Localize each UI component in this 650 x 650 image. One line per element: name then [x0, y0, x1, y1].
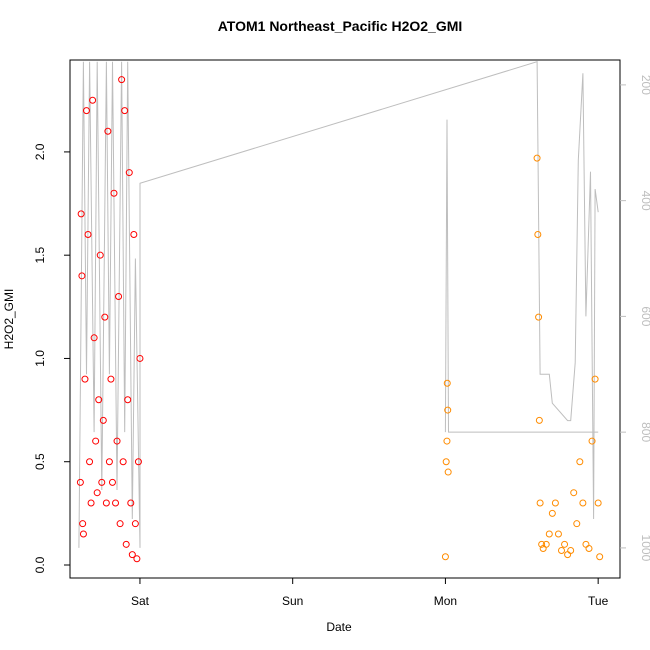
data-point	[442, 458, 450, 466]
data-point	[87, 499, 95, 507]
data-point	[579, 499, 587, 507]
data-point	[535, 416, 543, 424]
data-point	[596, 553, 604, 561]
data-point	[102, 499, 110, 507]
data-point	[548, 509, 556, 517]
data-point	[121, 107, 129, 115]
data-point	[576, 458, 584, 466]
data-point	[561, 540, 569, 548]
data-point	[570, 489, 578, 497]
y2-tick-label: 1000	[639, 535, 650, 562]
data-point	[90, 334, 98, 342]
data-point	[112, 499, 120, 507]
x-axis-title: Date	[326, 620, 352, 634]
data-point	[89, 96, 97, 104]
data-point	[554, 530, 562, 538]
x-tick-label: Tue	[588, 594, 609, 608]
data-point	[93, 489, 101, 497]
data-point	[441, 553, 449, 561]
data-point	[130, 231, 138, 239]
data-point	[115, 292, 123, 300]
data-point	[104, 127, 112, 135]
data-point	[92, 437, 100, 445]
x-tick-label: Sun	[282, 594, 303, 608]
x-tick-label: Mon	[434, 594, 457, 608]
y-axis-title: H2O2_GMI	[2, 289, 16, 350]
data-point	[443, 437, 451, 445]
data-point	[545, 530, 553, 538]
data-point	[79, 530, 87, 538]
data-point	[591, 375, 599, 383]
data-point	[79, 520, 87, 528]
data-point	[534, 231, 542, 239]
data-point	[96, 251, 104, 259]
chart-title: ATOM1 Northeast_Pacific H2O2_GMI	[218, 18, 463, 34]
y-tick-label: 0.5	[33, 453, 47, 470]
data-point	[443, 379, 451, 387]
plot-frame	[69, 59, 621, 579]
data-point	[86, 458, 94, 466]
data-point	[134, 458, 142, 466]
data-point	[582, 540, 590, 548]
y2-tick-label: 200	[639, 75, 650, 95]
data-point	[588, 437, 596, 445]
data-point	[558, 547, 566, 555]
data-point	[82, 107, 90, 115]
y-tick-label: 2.0	[33, 143, 47, 160]
y2-tick-label: 600	[639, 306, 650, 326]
data-point	[131, 520, 139, 528]
data-point	[99, 416, 107, 424]
data-point	[95, 396, 103, 404]
y-tick-label: 0.0	[33, 556, 47, 573]
data-point	[76, 478, 84, 486]
data-point	[118, 76, 126, 84]
data-point	[444, 468, 452, 476]
data-point	[110, 189, 118, 197]
data-point	[136, 354, 144, 362]
data-point	[127, 499, 135, 507]
data-point	[542, 540, 550, 548]
data-point	[78, 272, 86, 280]
data-point	[533, 154, 541, 162]
data-point	[567, 547, 575, 555]
y-tick-label: 1.5	[33, 247, 47, 264]
data-point	[98, 478, 106, 486]
data-point	[101, 313, 109, 321]
data-point	[594, 499, 602, 507]
data-point	[444, 406, 452, 414]
data-point	[535, 313, 543, 321]
data-point	[113, 437, 121, 445]
y2-tick-label: 800	[639, 422, 650, 442]
data-point	[133, 555, 141, 563]
data-point	[119, 458, 127, 466]
data-point	[538, 540, 546, 548]
pressure-line	[78, 61, 599, 548]
data-point	[108, 478, 116, 486]
y-tick-label: 1.0	[33, 350, 47, 367]
data-point	[122, 540, 130, 548]
data-point	[81, 375, 89, 383]
data-point	[107, 375, 115, 383]
data-point	[585, 544, 593, 552]
data-point	[536, 499, 544, 507]
data-point	[128, 551, 136, 559]
data-point	[105, 458, 113, 466]
data-point	[77, 210, 85, 218]
y2-tick-label: 400	[639, 191, 650, 211]
data-point	[564, 551, 572, 559]
data-point	[125, 169, 133, 177]
data-point	[124, 396, 132, 404]
data-point	[116, 520, 124, 528]
data-point	[551, 499, 559, 507]
x-tick-label: Sat	[131, 594, 150, 608]
plot-area	[76, 61, 604, 563]
data-point	[84, 231, 92, 239]
data-point	[573, 520, 581, 528]
